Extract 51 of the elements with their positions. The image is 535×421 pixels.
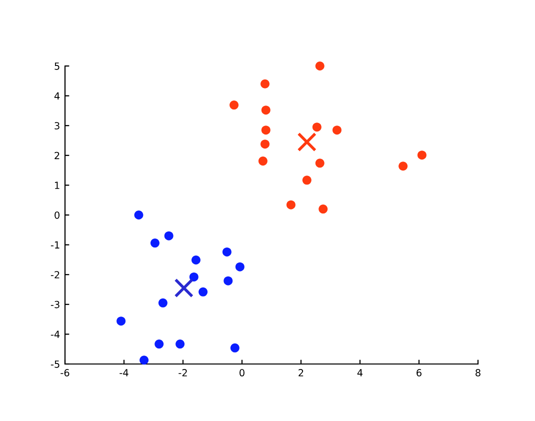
point [224, 276, 233, 286]
point [261, 126, 270, 135]
point [286, 200, 296, 210]
y-tick-label: 2 [54, 152, 60, 160]
y-tick-label: 5 [54, 62, 60, 70]
x-tick-label: 0 [240, 369, 244, 376]
point [302, 176, 312, 185]
point [318, 204, 328, 214]
point [398, 162, 408, 171]
point [198, 287, 208, 296]
point [164, 231, 174, 240]
point [174, 278, 194, 298]
y-tick-label: 1 [55, 182, 60, 189]
point [189, 272, 198, 282]
x-tick-label: -6 [60, 369, 70, 376]
y-tick-label: -1 [50, 241, 60, 248]
y-tick-label: -5 [50, 360, 60, 368]
x-tick-label: 6 [416, 369, 422, 376]
point [297, 132, 317, 152]
point [150, 238, 160, 248]
point [176, 340, 185, 349]
point [154, 340, 164, 349]
point [116, 316, 126, 326]
y-tick-label: 3 [54, 122, 60, 130]
y-tick-label: 0 [54, 211, 60, 219]
x-tick-label: 2 [298, 369, 304, 376]
point [134, 210, 144, 220]
x-tick-label: -4 [120, 369, 128, 376]
point [260, 140, 270, 149]
x-tick-label: -2 [178, 369, 187, 376]
y-tick-label: -4 [50, 330, 60, 338]
point [158, 298, 168, 308]
point [315, 158, 324, 168]
point [332, 126, 342, 135]
y-tick-label: -3 [50, 300, 60, 308]
point [417, 150, 426, 160]
point [261, 106, 270, 115]
point [315, 62, 324, 70]
y-tick-label: -2 [50, 271, 60, 278]
point [312, 122, 322, 132]
point [230, 343, 240, 352]
point [222, 247, 232, 256]
point [258, 156, 268, 166]
y-tick-label: 4 [54, 92, 60, 100]
point [140, 356, 149, 365]
point [191, 256, 200, 264]
x-tick-label: 4 [357, 369, 363, 376]
point [235, 262, 244, 272]
x-tick-label: 8 [476, 369, 480, 376]
point [230, 100, 239, 110]
point [260, 79, 270, 88]
